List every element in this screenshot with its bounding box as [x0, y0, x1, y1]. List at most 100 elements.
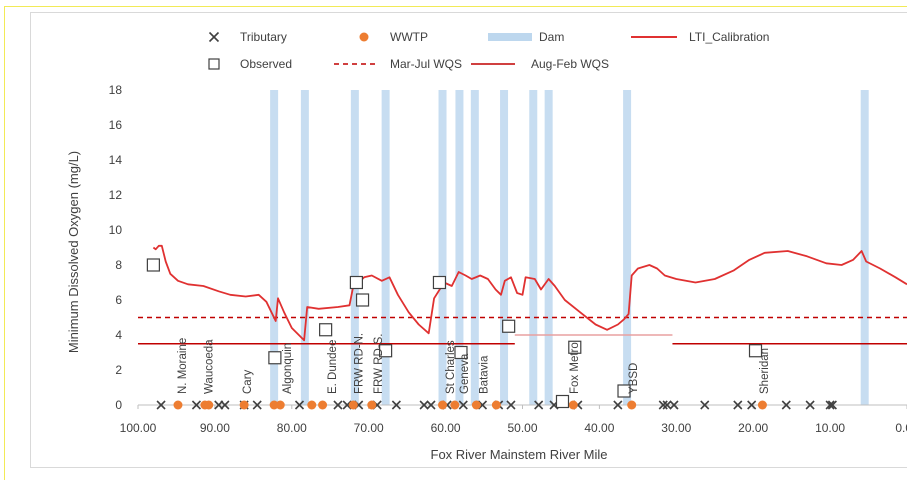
chart-area-border [30, 12, 907, 468]
wwtp-marker-14 [568, 400, 578, 410]
y-tick-label-2: 4 [115, 328, 122, 342]
tributary-marker-26-stroke-b [700, 400, 710, 410]
y-tick-label-0: 0 [115, 398, 122, 412]
legend-swatch-0-stroke-b [208, 31, 220, 43]
tributary-marker-15-stroke-b [458, 400, 468, 410]
legend-swatch-0 [208, 31, 220, 43]
location-label-10: Fox Metro [569, 342, 581, 394]
tributary-marker-27 [733, 400, 743, 410]
legend-item-2: Dam [488, 30, 564, 44]
x-tick-label-5: 50.00 [507, 421, 537, 435]
legend-label-4: Observed [240, 57, 292, 71]
tributary-marker-7-stroke-b [333, 400, 343, 410]
tributary-marker-26 [700, 400, 710, 410]
tributary-marker-6 [294, 400, 305, 410]
y-tick-label-4: 8 [115, 258, 122, 272]
wwtp-marker-5 [275, 400, 285, 410]
tributary-marker-19-stroke-b [534, 400, 544, 410]
legend-item-1: WWTP [359, 30, 428, 44]
tributary-marker-22-stroke-b [613, 400, 623, 410]
legend-label-1: WWTP [390, 30, 428, 44]
tributary-marker-31-stroke-b [825, 400, 835, 410]
legend-item-4: Observed [208, 57, 292, 71]
x-axis-label: Fox River Mainstem River Mile [431, 447, 608, 462]
y-tick-label-6: 12 [109, 188, 123, 202]
lti-calibration-line [152, 244, 907, 342]
legend-label-0: Tributary [240, 30, 287, 44]
dam-band-1 [300, 90, 309, 405]
tributary-marker-18-stroke-b [506, 400, 516, 410]
y-tick-label-8: 16 [109, 118, 123, 132]
wwtp-marker-0 [173, 400, 183, 410]
tributary-marker-12 [419, 400, 429, 410]
y-tick-label-9: 18 [109, 83, 123, 97]
dam-band-3 [381, 90, 390, 405]
tributary-marker-27-stroke-b [733, 400, 743, 410]
wwtp-marker-9 [367, 400, 377, 410]
tributary-marker-13 [426, 400, 436, 410]
frame-border-left [4, 6, 5, 480]
tributary-marker-13-stroke-b [426, 400, 436, 410]
legend: Tributary WWTP Dam LTI_Calibration Observed M… [208, 30, 769, 71]
location-label-4: E. Dundee [327, 340, 339, 394]
tributary-marker-23 [658, 400, 668, 410]
legend-item-5: Mar-Jul WQS [334, 57, 462, 71]
wwtp-marker-10 [438, 400, 448, 410]
y-tick-label-5: 10 [109, 223, 123, 237]
tributary-marker-5-stroke-b [252, 400, 262, 410]
observed-marker-6 [432, 275, 447, 290]
legend-swatch-1 [359, 32, 369, 42]
tributary-marker-12-stroke-b [419, 400, 429, 410]
y-axis-label: Minimum Dissolved Oxygen (mg/L) [66, 151, 81, 353]
wwtp-marker-15 [627, 400, 637, 410]
wwtp-marker-2 [204, 400, 214, 410]
dam-band-10 [623, 90, 632, 405]
observed-marker-11 [617, 384, 631, 398]
tributary-marker-22 [613, 400, 623, 410]
dam-band-7 [500, 90, 509, 405]
tributary-marker-3 [220, 400, 230, 410]
tributary-marker-25-stroke-b [669, 400, 679, 410]
location-label-0: N. Moraine [177, 338, 189, 394]
x-tick-label-4: 60.00 [431, 421, 461, 435]
legend-item-0: Tributary [208, 30, 287, 44]
legend-swatch-4 [208, 58, 220, 70]
tributary-marker-32 [827, 400, 837, 410]
observed-marker-12 [748, 344, 763, 358]
location-label-11: YBSD [628, 363, 640, 394]
location-label-3: Algonquin [282, 343, 294, 394]
tributary-marker-19 [534, 400, 544, 410]
location-label-2: Cary [242, 369, 254, 394]
x-tick-label-8: 20.00 [738, 421, 768, 435]
legend-label-2: Dam [539, 30, 564, 44]
x-tick-label-2: 80.00 [277, 421, 307, 435]
location-label-8: Geneva [459, 353, 471, 394]
observed-marker-5 [379, 344, 393, 358]
series-lines [138, 244, 907, 345]
tributary-marker-24-stroke-b [662, 400, 672, 410]
dam-band-2 [350, 90, 359, 405]
observed-marker-8 [502, 319, 516, 333]
wwtp-marker-12 [471, 400, 481, 410]
dam-band-6 [470, 90, 479, 405]
tributary-marker-0-stroke-b [156, 400, 166, 410]
dam-bands [270, 90, 869, 405]
frame-border-top [4, 6, 907, 7]
location-label-6: FRW RD-S. [373, 334, 385, 394]
legend-label-6: Aug-Feb WQS [531, 57, 609, 71]
x-tick-label-7: 30.00 [661, 421, 691, 435]
dam-band-8 [529, 90, 538, 405]
dam-band-4 [438, 90, 447, 405]
tributary-marker-29 [781, 400, 791, 410]
wwtp-marker-11 [450, 400, 460, 410]
series-markers [146, 258, 837, 410]
tributary-marker-1-stroke-b [191, 400, 202, 410]
tributary-marker-23-stroke-b [658, 400, 668, 410]
tributary-marker-15 [458, 400, 468, 410]
location-label-7: St Charles [445, 340, 457, 394]
tributary-marker-11 [391, 400, 401, 410]
tributary-marker-3-stroke-b [220, 400, 230, 410]
tributary-marker-28-stroke-b [747, 400, 757, 410]
observed-marker-4 [355, 293, 370, 307]
x-tick-label-0: 100.00 [120, 421, 157, 435]
